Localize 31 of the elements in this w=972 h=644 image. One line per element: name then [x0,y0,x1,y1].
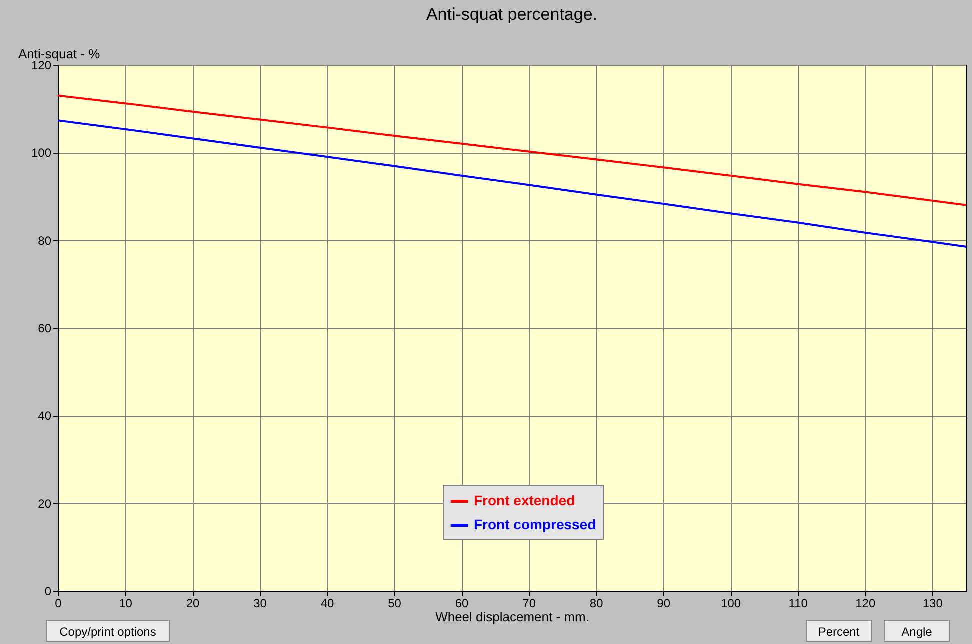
x-tick-label: 70 [522,596,536,610]
x-axis-title: Wheel displacement - mm. [436,610,590,624]
x-tick-label: 60 [455,596,470,610]
x-tick-label: 10 [119,596,133,610]
x-tick-label: 80 [590,596,604,610]
x-tick-label: 0 [55,596,62,610]
x-tick-label: 30 [254,596,268,610]
x-tick-label: 130 [922,596,944,610]
x-tick-label: 20 [186,596,200,610]
x-tick-label: 110 [788,596,808,610]
y-tick-label: 20 [38,496,52,511]
button: Percent [806,620,872,642]
button: Copy/print options [46,620,170,642]
x-tick-label: 100 [721,596,742,610]
x-tick-label: 90 [657,596,671,610]
x-tick-label: 40 [320,596,335,610]
line-series [58,120,966,248]
y-tick-label: 60 [38,322,52,336]
x-tick-label: 120 [856,596,876,610]
y-tick-label: 100 [31,146,52,160]
legend-label: Front compressed [474,516,596,532]
chart-title: Anti-squat percentage. [426,5,598,24]
y-axis-title: Anti-squat - % [18,46,101,62]
button: Angle [884,620,950,642]
y-tick-label: 120 [31,58,52,72]
y-tick-label: 80 [38,234,52,248]
x-tick-label: 50 [388,596,402,610]
y-tick-label: 40 [38,409,52,424]
line-series [58,94,966,206]
y-tick-label: 0 [44,584,52,598]
legend-label: Front extended [474,492,576,508]
